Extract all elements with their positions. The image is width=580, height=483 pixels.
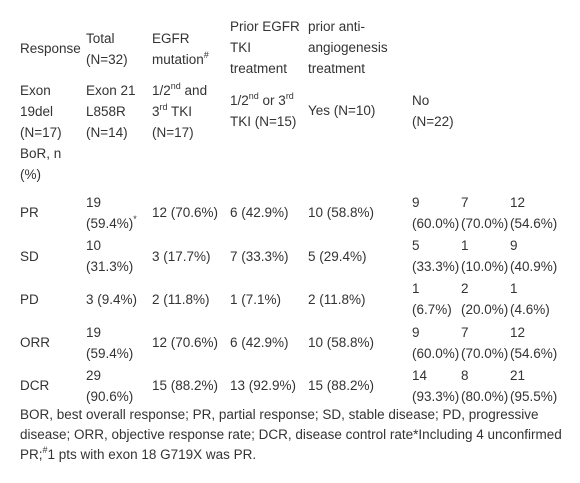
subheader-tki-or: 1/2nd or 3rd TKI (N=15) (230, 90, 297, 129)
row-pr-c6: 7 (70.0%) (461, 195, 509, 231)
row-pd-prior-tki: 1 (7.1%) (230, 292, 282, 307)
row-orr-prior-tki: 6 (42.9%) (230, 335, 289, 350)
row-pd-c5: 1 (6.7%) (412, 281, 452, 317)
subheader-exon21: Exon 21 L858R (N=14) (86, 83, 136, 140)
row-dcr-yes: 15 (88.2%) (308, 378, 375, 393)
header-prior-egfr-tki: Prior EGFR TKI treatment (230, 19, 300, 76)
row-pr-label: PR (20, 205, 39, 220)
row-pr-yes: 10 (58.8%) (308, 205, 375, 220)
row-orr-label: ORR (20, 335, 50, 350)
row-sd-egfr: 3 (17.7%) (152, 249, 211, 264)
row-pr-c5: 9 (60.0%) (412, 195, 460, 231)
row-dcr-label: DCR (20, 378, 50, 393)
row-sd-c6: 1 (10.0%) (461, 238, 509, 274)
row-pd-egfr: 2 (11.8%) (152, 292, 210, 307)
subheader-no: No (N=22) (412, 93, 454, 129)
row-dcr-egfr: 15 (88.2%) (152, 378, 219, 393)
row-pd-total: 3 (9.4%) (86, 292, 138, 307)
row-pd-c6: 2 (20.0%) (461, 281, 509, 317)
row-dcr-prior-tki: 13 (92.9%) (230, 378, 297, 393)
row-orr-c7: 12 (54.6%) (510, 325, 558, 361)
row-pr-total: 19 (59.4%)* (86, 195, 137, 231)
header-egfr-mutation: EGFR mutation# (152, 31, 209, 67)
subheader-tki-and: 1/2nd and 3rd TKI (N=17) (152, 80, 208, 140)
row-dcr-c7: 21 (95.5%) (510, 368, 558, 404)
row-orr-yes: 10 (58.8%) (308, 335, 375, 350)
row-sd-label: SD (20, 249, 39, 264)
subheader-bor: BoR, n (%) (20, 146, 62, 182)
row-sd-total: 10 (31.3%) (86, 238, 134, 274)
row-pr-egfr: 12 (70.6%) (152, 205, 219, 220)
row-sd-yes: 5 (29.4%) (308, 249, 367, 264)
row-orr-egfr: 12 (70.6%) (152, 335, 219, 350)
row-pr-prior-tki: 6 (42.9%) (230, 205, 289, 220)
row-pd-label: PD (20, 292, 39, 307)
row-sd-prior-tki: 7 (33.3%) (230, 249, 289, 264)
row-dcr-c5: 14 (93.3%) (412, 368, 460, 404)
row-sd-c5: 5 (33.3%) (412, 238, 460, 274)
row-dcr-total: 29 (90.6%) (86, 368, 134, 404)
row-orr-total: 19 (59.4%) (86, 325, 134, 361)
row-dcr-c6: 8 (80.0%) (461, 368, 509, 404)
table-footnote: BOR, best overall response; PR, partial … (20, 407, 562, 462)
row-orr-c6: 7 (70.0%) (461, 325, 509, 361)
row-orr-c5: 9 (60.0%) (412, 325, 460, 361)
row-sd-c7: 9 (40.9%) (510, 238, 558, 274)
header-response: Response (20, 41, 81, 56)
row-pd-yes: 2 (11.8%) (308, 292, 366, 307)
row-pr-c7: 12 (54.6%) (510, 195, 558, 231)
subheader-yes: Yes (N=10) (308, 103, 376, 118)
row-pd-c7: 1 (4.6%) (510, 281, 550, 317)
subheader-exon19del: Exon 19del (N=17) (20, 83, 62, 140)
header-total: Total (N=32) (86, 31, 128, 67)
header-prior-anti-angiogenesis: prior anti-angiogenesis treatment (308, 19, 388, 76)
